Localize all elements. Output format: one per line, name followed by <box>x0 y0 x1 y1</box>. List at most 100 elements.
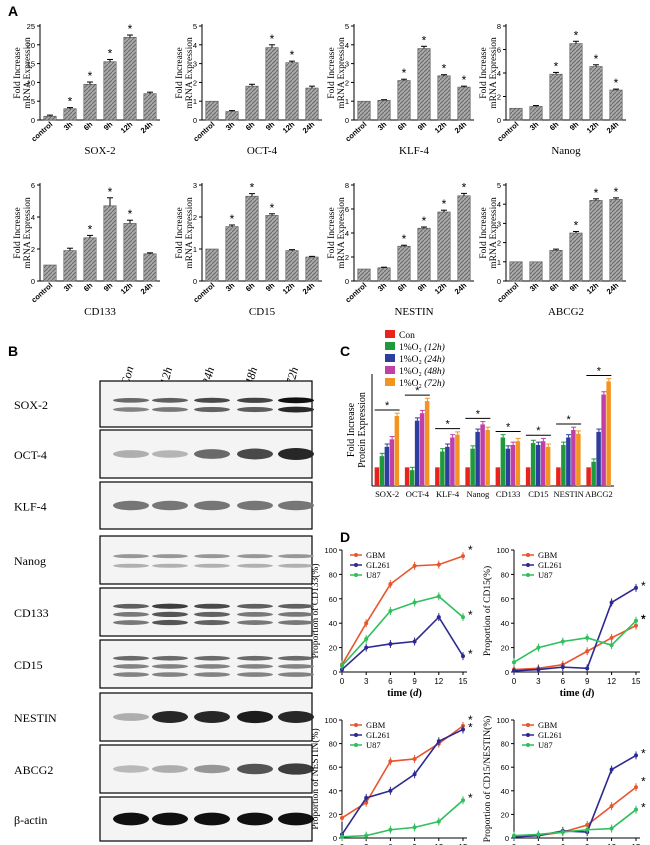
data-point <box>536 667 541 672</box>
blot-band <box>278 620 314 625</box>
bar <box>63 108 77 121</box>
blot-band <box>237 612 273 617</box>
x-tick-label: 12 <box>434 843 443 845</box>
x-tick-label: 6h <box>396 281 409 294</box>
significance-star: * <box>594 52 599 66</box>
blot-band <box>237 763 273 775</box>
x-tick-label: 3h <box>376 281 389 294</box>
blot-label: Nanog <box>14 554 46 568</box>
blot-band <box>194 397 230 403</box>
significance-star: * <box>476 408 481 420</box>
data-point <box>364 637 369 642</box>
xlabel: time (d) <box>560 688 595 699</box>
blot-band <box>152 407 188 412</box>
blot-band <box>113 765 149 773</box>
legend-label: Con <box>399 331 415 341</box>
x-tick-label: 3 <box>364 677 369 686</box>
data-point <box>388 641 393 646</box>
ylabel-line2: mRNA Expression <box>489 197 499 269</box>
legend-label: U87 <box>538 570 553 580</box>
x-tick-label: 0 <box>340 843 345 845</box>
data-point <box>634 618 638 623</box>
x-tick-label: 12 <box>434 677 443 686</box>
data-point <box>340 815 344 820</box>
series-line <box>341 799 464 838</box>
bar <box>445 446 450 486</box>
bar <box>205 100 219 121</box>
legend-label: U87 <box>366 570 381 580</box>
bar <box>571 430 576 486</box>
blot-band <box>278 406 314 413</box>
x-tick-label: 0 <box>340 677 345 686</box>
bar <box>83 83 97 121</box>
y-tick-label: 100 <box>496 546 509 555</box>
data-point <box>609 600 614 605</box>
significance-star: * <box>108 185 113 199</box>
bar <box>505 448 511 486</box>
blot-band <box>152 711 188 723</box>
y-tick-label: 1 <box>497 258 501 267</box>
y-tick-label: 1 <box>345 97 349 106</box>
chart-title: SOX-2 <box>84 145 115 157</box>
xlabel-prefix: time ( <box>387 688 413 699</box>
bar <box>561 444 566 486</box>
significance-star: * <box>614 76 619 90</box>
blot-band <box>113 612 149 617</box>
chart-title: CD133 <box>84 306 116 318</box>
x-tick-label: 3h <box>528 120 541 133</box>
legend-marker <box>354 553 358 557</box>
blot-band <box>113 672 149 677</box>
legend-note: (48h) <box>422 366 445 377</box>
significance-star: * <box>68 95 73 109</box>
blot-band <box>194 500 230 511</box>
data-point <box>585 823 590 828</box>
ylabel-line2: mRNA Expression <box>185 37 195 109</box>
legend-prefix: 1%O₂ <box>399 343 422 353</box>
y-tick-label: 8 <box>497 22 501 31</box>
significance-star: * <box>462 73 467 87</box>
x-tick-label: 9h <box>416 281 429 294</box>
bar <box>457 195 471 282</box>
bar <box>285 62 299 121</box>
y-tick-label: 0 <box>31 277 35 286</box>
x-tick-label: 12h <box>119 281 135 297</box>
blot-band <box>237 397 273 403</box>
data-point <box>536 645 541 650</box>
panel-label-d: D <box>340 529 350 545</box>
blot-frame <box>99 639 313 689</box>
x-tick-label: 9h <box>102 120 115 133</box>
blot-band <box>113 655 149 661</box>
y-tick-label: 4 <box>345 41 349 50</box>
blot-frame <box>99 535 313 585</box>
blot-band <box>278 603 314 609</box>
significance-star: * <box>597 365 602 377</box>
bar <box>414 420 420 486</box>
x-tick-label: 6h <box>396 120 409 133</box>
significance-star: * <box>641 613 646 627</box>
bar <box>500 437 506 486</box>
y-tick-label: 40 <box>329 619 337 628</box>
bar <box>601 394 606 486</box>
ylabel-line2: mRNA Expression <box>337 37 347 109</box>
series-line <box>341 728 464 835</box>
blot-frame <box>99 587 313 637</box>
y-tick-label: 20 <box>501 644 509 653</box>
blot-band <box>113 554 149 559</box>
bar <box>455 434 460 486</box>
bar <box>437 75 451 121</box>
blot-band <box>237 406 273 413</box>
y-tick-label: 60 <box>501 763 509 772</box>
x-tick-label: 3 <box>536 677 541 686</box>
legend-marker <box>354 723 358 727</box>
blot-label: KLF-4 <box>14 500 47 514</box>
ylabel: Proportion of CD15(%) <box>482 566 493 656</box>
bar <box>409 470 415 486</box>
x-tick-label: 12h <box>433 281 449 297</box>
x-tick-label: 15 <box>632 677 641 686</box>
y-tick-label: 2 <box>497 93 501 102</box>
bar <box>475 431 480 486</box>
x-tick-label: 24h <box>139 120 155 136</box>
y-tick-label: 0 <box>333 834 337 843</box>
x-tick-label: 12 <box>607 843 616 845</box>
